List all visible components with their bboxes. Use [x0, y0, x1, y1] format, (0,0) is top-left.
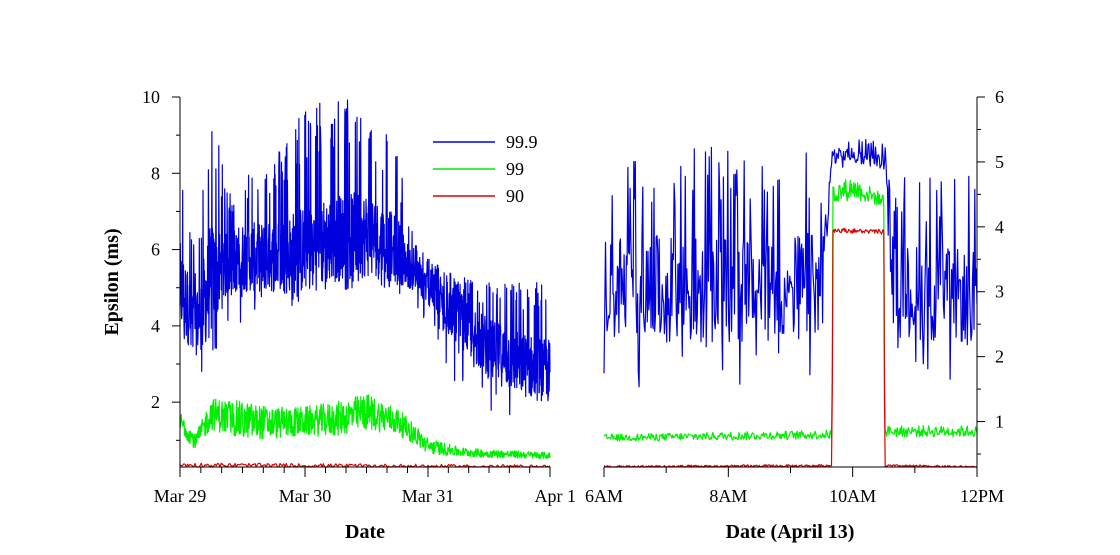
x-axis-label-left: Date [345, 521, 385, 543]
legend-item-99-9: 99.9 [433, 132, 538, 152]
y-axis-label: Epsilon (ms) [101, 228, 123, 335]
left-series-group [179, 99, 551, 468]
series-line-99 [603, 179, 978, 442]
right-x-tick-label: 8AM [709, 486, 747, 506]
right-x-tick-labels: 6AM 8AM 10AM 12PM [585, 486, 1004, 506]
left-x-tick-label: Apr 1 [535, 486, 577, 506]
right-y-tick-label: 2 [995, 347, 1004, 367]
left-y-tick-label: 4 [151, 316, 160, 336]
left-panel: 2 4 6 8 10 Mar 29 Mar 30 Mar 31 Apr 1 Epsilon (… [101, 87, 576, 543]
left-x-tick-label: Mar 31 [402, 486, 455, 506]
right-y-tick-labels: 1 2 3 4 5 6 [995, 87, 1004, 432]
right-x-tick-label: 6AM [585, 486, 623, 506]
legend: 99.9 99 90 [433, 132, 538, 206]
right-x-tick-marks [603, 467, 978, 477]
legend-label: 90 [506, 186, 524, 206]
right-y-tick-label: 6 [995, 87, 1004, 107]
legend-label: 99 [506, 159, 524, 179]
right-y-tick-label: 1 [995, 412, 1004, 432]
right-y-tick-label: 5 [995, 152, 1004, 172]
series-line-99-9 [603, 138, 978, 388]
left-y-tick-label: 10 [142, 87, 160, 107]
left-x-tick-label: Mar 30 [279, 486, 332, 506]
x-axis-label-right: Date (April 13) [726, 521, 855, 543]
left-y-tick-labels: 2 4 6 8 10 [142, 87, 160, 412]
left-y-tick-label: 8 [151, 163, 160, 183]
right-x-tick-label: 12PM [960, 486, 1004, 506]
series-line-99 [179, 394, 551, 460]
right-y-tick-label: 4 [995, 217, 1004, 237]
right-y-tick-label: 3 [995, 282, 1004, 302]
right-panel: 1 2 3 4 5 6 6AM 8AM 10AM 12PM Date (April 13) [585, 87, 1004, 543]
right-y-tick-marks [977, 96, 985, 455]
left-x-tick-labels: Mar 29 Mar 30 Mar 31 Apr 1 [154, 486, 576, 506]
left-x-tick-label: Mar 29 [154, 486, 207, 506]
legend-item-90: 90 [433, 186, 524, 206]
series-line-99-9 [179, 99, 551, 416]
series-line-90 [179, 462, 551, 468]
left-x-tick-marks [179, 467, 551, 477]
left-y-tick-marks [172, 96, 180, 441]
right-x-tick-label: 10AM [829, 486, 876, 506]
left-y-tick-label: 2 [151, 392, 160, 412]
right-series-group [603, 138, 978, 468]
legend-label: 99.9 [506, 132, 538, 152]
left-y-tick-label: 6 [151, 240, 160, 260]
legend-item-99: 99 [433, 159, 524, 179]
